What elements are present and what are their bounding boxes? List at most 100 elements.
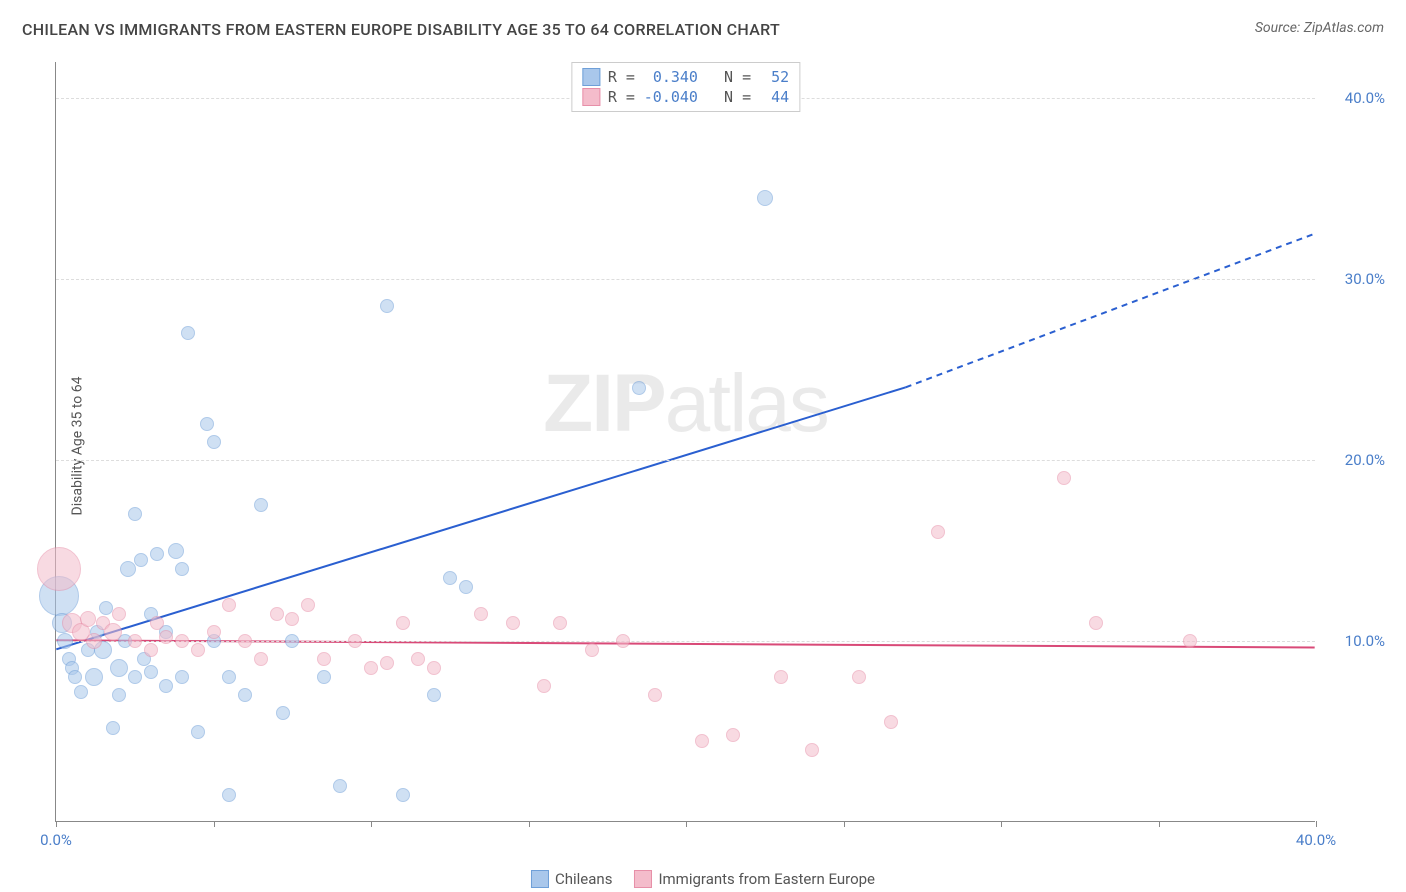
data-point (348, 634, 362, 648)
data-point (104, 623, 122, 641)
y-tick-label: 20.0% (1325, 451, 1385, 469)
data-point (200, 417, 214, 431)
stats-r-label: R = (608, 88, 635, 106)
legend-label: Immigrants from Eastern Europe (658, 870, 875, 888)
data-point (222, 598, 236, 612)
legend-item: Chileans (531, 870, 612, 888)
data-point (695, 734, 709, 748)
data-point (270, 607, 284, 621)
chart-title: CHILEAN VS IMMIGRANTS FROM EASTERN EUROP… (22, 20, 780, 39)
data-point (459, 580, 473, 594)
data-point (181, 326, 195, 340)
data-point (317, 670, 331, 684)
data-point (537, 679, 551, 693)
data-point (207, 625, 221, 639)
legend-bottom: Chileans Immigrants from Eastern Europe (531, 870, 875, 888)
x-tick (844, 821, 845, 827)
stats-row: R =0.340 N =52 (582, 67, 789, 87)
data-point (74, 685, 88, 699)
x-tick (214, 821, 215, 827)
data-point (443, 571, 457, 585)
data-point (150, 616, 164, 630)
x-tick (56, 821, 57, 827)
data-point (757, 190, 773, 206)
data-point (112, 607, 126, 621)
stats-row: R = -0.040 N = 44 (582, 87, 789, 107)
data-point (112, 688, 126, 702)
grid-line (56, 279, 1315, 280)
watermark-bold: ZIP (543, 358, 665, 449)
data-point (128, 634, 142, 648)
data-point (506, 616, 520, 630)
stats-r-value: -0.040 (643, 88, 698, 106)
data-point (238, 634, 252, 648)
stats-n-label: N = (706, 88, 751, 106)
data-point (168, 543, 184, 559)
data-point (159, 630, 173, 644)
stats-n-value: 44 (759, 88, 789, 106)
watermark-light: atlas (665, 358, 828, 449)
data-point (238, 688, 252, 702)
data-point (254, 652, 268, 666)
data-point (276, 706, 290, 720)
data-point (191, 643, 205, 657)
data-point (85, 668, 103, 686)
data-point (285, 634, 299, 648)
data-point (1089, 616, 1103, 630)
legend-item: Immigrants from Eastern Europe (634, 870, 875, 888)
data-point (150, 547, 164, 561)
legend-label: Chileans (555, 870, 612, 888)
data-point (207, 435, 221, 449)
stats-n-value: 52 (759, 68, 789, 86)
data-point (86, 633, 102, 649)
data-point (884, 715, 898, 729)
data-point (931, 525, 945, 539)
data-point (191, 725, 205, 739)
legend-swatch (634, 870, 652, 888)
x-tick-label: 40.0% (1296, 831, 1336, 849)
data-point (175, 670, 189, 684)
data-point (175, 562, 189, 576)
stats-swatch (582, 88, 600, 106)
stats-swatch (582, 68, 600, 86)
trend-line-dashed (906, 234, 1315, 388)
data-point (616, 634, 630, 648)
data-point (222, 670, 236, 684)
data-point (57, 633, 73, 649)
data-point (632, 381, 646, 395)
data-point (411, 652, 425, 666)
data-point (144, 665, 158, 679)
stats-n-label: N = (706, 68, 751, 86)
data-point (254, 498, 268, 512)
data-point (427, 661, 441, 675)
y-tick-label: 40.0% (1325, 89, 1385, 107)
data-point (110, 659, 128, 677)
stats-r-label: R = (608, 68, 635, 86)
data-point (144, 643, 158, 657)
data-point (80, 611, 96, 627)
x-tick (1159, 821, 1160, 827)
plot-area: ZIPatlas R =0.340 N =52R =-0.040 N =44 1… (55, 62, 1315, 822)
data-point (585, 643, 599, 657)
data-point (159, 679, 173, 693)
data-point (106, 721, 120, 735)
x-tick (1316, 821, 1317, 827)
data-point (134, 553, 148, 567)
data-point (175, 634, 189, 648)
data-point (285, 612, 299, 626)
data-point (396, 616, 410, 630)
y-tick-label: 10.0% (1325, 632, 1385, 650)
data-point (317, 652, 331, 666)
grid-line (56, 460, 1315, 461)
data-point (805, 743, 819, 757)
data-point (1057, 471, 1071, 485)
data-point (474, 607, 488, 621)
x-tick (371, 821, 372, 827)
data-point (380, 299, 394, 313)
data-point (553, 616, 567, 630)
x-tick (686, 821, 687, 827)
data-point (396, 788, 410, 802)
data-point (852, 670, 866, 684)
data-point (333, 779, 347, 793)
data-point (37, 547, 81, 591)
